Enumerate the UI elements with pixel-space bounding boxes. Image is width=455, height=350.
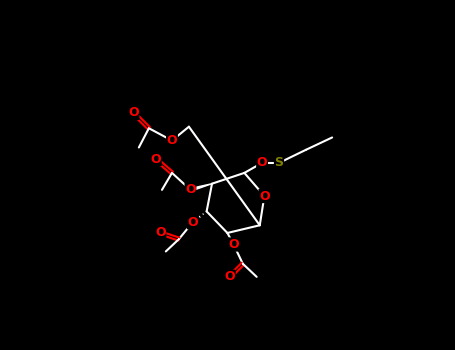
Text: O: O — [151, 153, 161, 166]
Text: O: O — [185, 183, 196, 196]
Text: O: O — [259, 189, 270, 203]
Text: O: O — [167, 134, 177, 147]
Text: O: O — [257, 156, 268, 169]
Polygon shape — [190, 184, 212, 191]
Text: O: O — [128, 106, 139, 119]
Text: O: O — [155, 226, 166, 239]
Text: S: S — [274, 156, 283, 169]
Text: O: O — [224, 270, 235, 284]
Text: O: O — [187, 216, 198, 229]
Text: O: O — [228, 238, 239, 251]
